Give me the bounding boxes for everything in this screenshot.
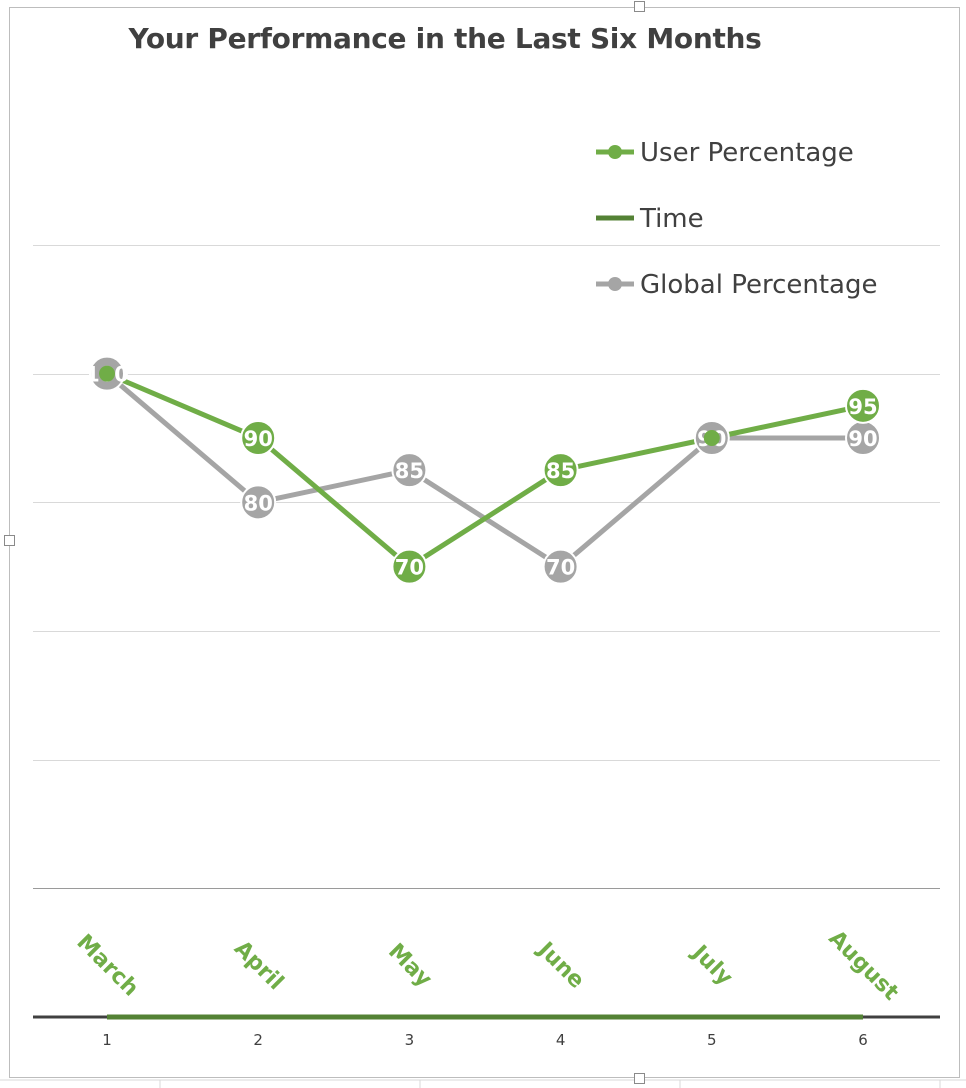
point-marker — [845, 387, 881, 424]
global-point: 85 — [391, 452, 428, 489]
x-tick-label: 1 — [102, 1031, 112, 1049]
point-marker — [542, 452, 579, 489]
resize-handle-top[interactable] — [634, 1, 645, 12]
data-label: 70 — [395, 556, 424, 580]
user-point: 85 — [542, 452, 579, 489]
user-point: 95 — [845, 387, 881, 424]
series-line-user — [106, 371, 864, 570]
data-label: 95 — [848, 395, 877, 419]
series-lines — [105, 371, 864, 1020]
category-label: June — [531, 936, 589, 994]
x-tick-labels: 1 2 3 4 5 6 — [102, 1031, 868, 1049]
point-marker — [99, 365, 115, 382]
x-tick-label: 2 — [253, 1031, 263, 1049]
point-marker — [391, 548, 428, 585]
global-point: 90 — [845, 420, 881, 456]
point-marker — [542, 548, 579, 585]
data-label: 90 — [848, 427, 877, 451]
category-label: August — [824, 926, 904, 1006]
user-point — [703, 430, 720, 446]
legend-label: Global Percentage — [640, 270, 877, 300]
global-point: 80 — [240, 484, 277, 521]
data-label: 80 — [244, 491, 273, 515]
legend-label: Time — [639, 204, 704, 234]
point-marker — [391, 452, 428, 489]
x-tick-label: 5 — [707, 1031, 717, 1049]
legend-item: Time — [596, 204, 704, 234]
data-label: 70 — [546, 556, 575, 580]
legend: User Percentage Time Global Percentage — [596, 138, 877, 300]
data-label: 90 — [244, 427, 273, 451]
point-marker — [240, 484, 277, 521]
category-labels: March April May June July August — [72, 926, 904, 1006]
chart-area[interactable] — [9, 7, 960, 1078]
series-markers: 100808570909090708595 — [85, 355, 881, 585]
legend-swatch-marker — [608, 145, 622, 159]
category-label: May — [383, 939, 436, 992]
x-tick-label: 4 — [556, 1031, 566, 1049]
user-point — [99, 365, 115, 382]
global-point: 70 — [542, 548, 579, 585]
series-line-global — [105, 371, 863, 570]
chart-title: Your Performance in the Last Six Months — [128, 22, 762, 55]
x-tick-label: 6 — [858, 1031, 868, 1049]
legend-swatch-marker — [608, 277, 622, 291]
user-point: 70 — [391, 548, 428, 585]
category-label: March — [72, 930, 144, 1002]
point-marker — [240, 420, 277, 456]
legend-label: User Percentage — [640, 138, 854, 168]
resize-handle-bottom[interactable] — [634, 1073, 645, 1084]
data-label: 85 — [395, 459, 424, 483]
legend-item: Global Percentage — [596, 270, 877, 300]
gridlines — [33, 245, 940, 889]
resize-handle-left[interactable] — [4, 535, 15, 546]
legend-item: User Percentage — [596, 138, 854, 168]
x-tick-label: 3 — [405, 1031, 415, 1049]
user-point: 90 — [240, 420, 277, 456]
category-label: July — [686, 939, 737, 990]
point-marker — [703, 430, 720, 446]
data-label: 85 — [546, 459, 575, 483]
category-label: April — [229, 936, 288, 995]
